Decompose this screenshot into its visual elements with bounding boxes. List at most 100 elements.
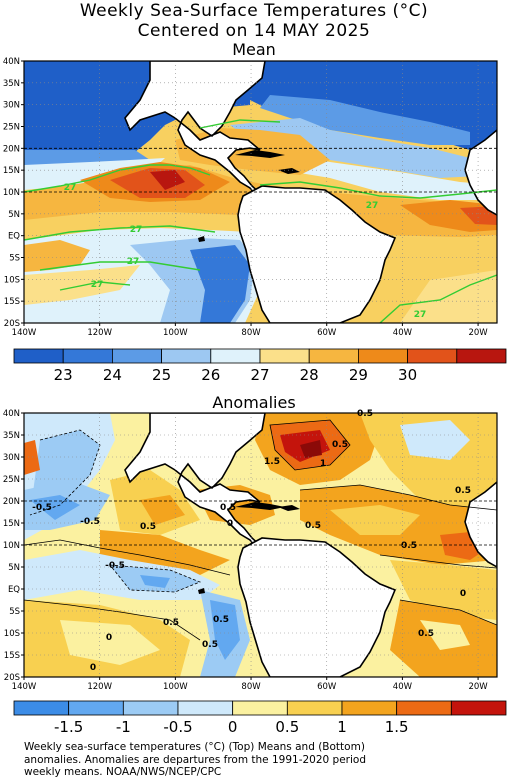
contour-label: 0.5 xyxy=(163,618,179,628)
lat-label: EQ xyxy=(8,585,20,595)
lat-label: 30N xyxy=(3,453,20,463)
contour-label: 0.5 xyxy=(305,521,321,531)
colorbar-swatch xyxy=(68,700,124,716)
lon-label: 100W xyxy=(163,328,188,338)
colorbar-swatch xyxy=(450,700,507,716)
colorbar-swatch xyxy=(232,700,288,716)
contour-label: 0.5 xyxy=(332,440,348,450)
caption-line-1: Weekly sea-surface temperatures (°C) (To… xyxy=(24,741,365,753)
lon-label: 60W xyxy=(317,682,337,692)
lon-label: 80W xyxy=(241,328,261,338)
lon-label: 120W xyxy=(87,682,112,692)
chart-title: Weekly Sea-Surface Temperatures (°C) xyxy=(79,1,429,21)
colorbar-label: 26 xyxy=(201,366,220,384)
mean-contour-27-north xyxy=(24,164,211,193)
colorbar-swatch xyxy=(122,700,179,716)
lon-label: 40W xyxy=(393,328,413,338)
contour-label: 27 xyxy=(91,280,104,290)
anomaly-field-northeast-atlantic-cool xyxy=(400,420,470,460)
contour-label: 27 xyxy=(366,201,379,211)
contour-label: 0 xyxy=(106,633,112,643)
anomaly-land-galapagos xyxy=(198,588,205,594)
anomaly-contour-pos-3 xyxy=(399,599,497,626)
anomaly-field-north-atlantic-hottest xyxy=(300,440,322,458)
lat-label: 10N xyxy=(3,188,20,198)
colorbar-label: -1.5 xyxy=(54,718,83,736)
caption-line-3: weekly means. NOAA/NWS/NCEP/CPC xyxy=(24,766,222,778)
lat-label: 5S xyxy=(9,607,20,617)
anomaly-land-africa xyxy=(464,480,497,568)
lat-label: 20S xyxy=(4,319,20,329)
anomaly-field-west-edge-warm xyxy=(24,440,40,475)
lat-label: 25N xyxy=(3,123,20,133)
anomaly-contour-zero-2 xyxy=(24,599,201,641)
mean-map-panel xyxy=(24,61,497,323)
anomaly-field-tropical-atlantic-mild xyxy=(330,505,420,535)
colorbar-swatch xyxy=(407,348,458,364)
mean-panel-title: Mean xyxy=(232,40,276,59)
colorbar-swatch xyxy=(341,700,398,716)
anomaly-land-hispaniola xyxy=(278,505,300,511)
anomaly-field-cold-spot-1 xyxy=(30,495,80,520)
colorbar-label: -0.5 xyxy=(163,718,192,736)
colorbar-label: 28 xyxy=(300,366,319,384)
colorbar-swatch xyxy=(62,348,113,364)
contour-label: 0.5 xyxy=(220,503,236,513)
lon-label: 100W xyxy=(163,682,188,692)
colorbar-swatch xyxy=(112,348,163,364)
mean-contour-27-gulf xyxy=(199,119,281,129)
colorbar-label: 27 xyxy=(250,366,269,384)
contour-label: 1 xyxy=(320,459,326,469)
colorbar-swatch xyxy=(357,348,408,364)
mean-field-north-pacific-mild xyxy=(24,158,165,190)
lat-label: 35N xyxy=(3,79,20,89)
lat-label: 40N xyxy=(3,57,20,67)
anomaly-field-mexico-warmer xyxy=(140,495,185,525)
mean-field-west-pacific-warm xyxy=(24,240,90,272)
anomaly-contour-zero-3 xyxy=(379,554,497,569)
mean-field-cold-tongue-inner xyxy=(190,245,250,323)
colorbar-swatch xyxy=(210,348,261,364)
anomaly-axis-labels: 40N35N30N25N20N15N10N5NEQ5S10S15S20S140W… xyxy=(3,409,488,692)
contour-label: 0 xyxy=(90,663,96,673)
lat-label: 20N xyxy=(3,144,20,154)
lat-label: 30N xyxy=(3,101,20,111)
lat-label: 20N xyxy=(3,497,20,507)
lat-label: 10N xyxy=(3,541,20,551)
contour-label: 0.5 xyxy=(455,486,471,496)
colorbar-label: 1.5 xyxy=(385,718,409,736)
contour-label: 27 xyxy=(130,225,143,235)
mean-contour-27-south2 xyxy=(59,281,131,291)
lon-label: 140W xyxy=(12,328,37,338)
contour-label: 0.5 xyxy=(401,541,417,551)
mean-land-cuba xyxy=(235,150,285,158)
anomaly-contour-labels: -0.5 -0.5 0.5 0.5 0.5 1.5 1 0.5 0.5 0.5 -0.5 0.5 0.5… xyxy=(32,409,471,673)
anomaly-land-cuba xyxy=(235,502,285,510)
contour-label: 0.5 xyxy=(202,640,218,650)
lat-label: 15S xyxy=(4,651,20,661)
colorbar-label: 25 xyxy=(152,366,171,384)
colorbar-label: 0.5 xyxy=(275,718,299,736)
colorbar-label: 29 xyxy=(349,366,368,384)
lat-label: 5N xyxy=(8,563,20,573)
anomaly-gridlines xyxy=(24,413,497,677)
anomaly-contour-neg-1 xyxy=(29,429,101,516)
colorbar-swatch xyxy=(308,348,359,364)
contour-label: 0.5 xyxy=(418,629,434,639)
lat-label: 15N xyxy=(3,166,20,176)
colorbar-swatch xyxy=(161,348,212,364)
anomaly-field-south-pacific-mild xyxy=(60,620,160,665)
mean-land-south-america xyxy=(237,185,397,323)
anomaly-panel-title: Anomalies xyxy=(212,393,296,412)
colorbar-label: 24 xyxy=(103,366,122,384)
colorbar-label: 0 xyxy=(228,718,238,736)
contour-label: 0 xyxy=(227,519,233,529)
lon-label: 60W xyxy=(317,328,337,338)
mean-field-hottest-core xyxy=(150,170,185,190)
lat-label: 35N xyxy=(3,431,20,441)
lat-label: 5S xyxy=(9,254,20,264)
anomaly-contour-neg-2 xyxy=(109,564,202,593)
colorbar-label: 1 xyxy=(337,718,347,736)
lat-label: 15N xyxy=(3,519,20,529)
contour-label: 27 xyxy=(64,183,77,193)
